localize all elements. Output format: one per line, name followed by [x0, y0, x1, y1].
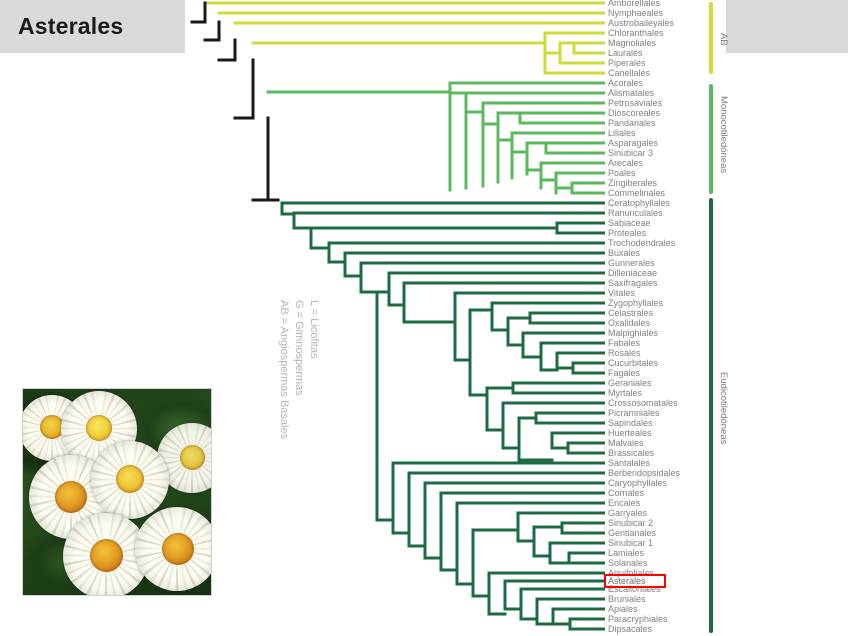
daisy-photograph [22, 388, 212, 596]
tip-label: Fabales [608, 338, 641, 348]
tip-label: Saxifragales [608, 278, 658, 288]
tip-label: Santalales [608, 458, 651, 468]
page-title: Asterales [18, 13, 124, 39]
tip-label: Gunnerales [608, 258, 655, 268]
tip-label: Dioscoreales [608, 108, 661, 118]
tip-label: Asterales [608, 576, 646, 586]
tip-label: Gentianales [608, 528, 657, 538]
asterales-highlight-box [604, 574, 666, 588]
tip-label: Apiales [608, 604, 638, 614]
tip-label: Sapindales [608, 418, 653, 428]
daisy-flower [135, 507, 211, 591]
tip-label: Acorales [608, 78, 644, 88]
tip-label: Poales [608, 168, 636, 178]
tip-label: Lamiales [608, 548, 645, 558]
legend-item-gimnospermas: G = Gimnospermas [293, 300, 305, 396]
tip-label: Geraniales [608, 378, 652, 388]
tip-label: Amborellales [608, 0, 661, 8]
clade-bar [709, 84, 713, 194]
tip-label: Aquifoliales [608, 568, 655, 578]
tip-label: Cornales [608, 488, 645, 498]
tip-label: Petrosaviales [608, 98, 663, 108]
tip-label: Oxalidales [608, 318, 651, 328]
tip-label: Nymphaeales [608, 8, 664, 18]
tip-label: Sinubicar 1 [608, 538, 654, 548]
tip-label: Paracryphiales [608, 614, 668, 624]
legend-item-licofitas: L = Licofitas [308, 300, 320, 359]
tip-label: Cucurbitales [608, 358, 659, 368]
clade-bar [709, 198, 713, 633]
clade-label: Eudicotiledóneas [718, 372, 729, 445]
tip-label: Brassicales [608, 448, 655, 458]
tip-label: Malpighiales [608, 328, 659, 338]
clade-bar [709, 2, 713, 74]
tip-label: Proteales [608, 228, 647, 238]
tip-label: Bruniales [608, 594, 646, 604]
tip-label: Vitales [608, 288, 635, 298]
clade-label: AB [718, 32, 729, 46]
daisy-flower [63, 513, 149, 595]
tip-label: Liliales [608, 128, 636, 138]
tip-label: Garryales [608, 508, 648, 518]
tip-label: Malvales [608, 438, 644, 448]
tip-label: Crossosomatales [608, 398, 678, 408]
tip-label: Ranunculales [608, 208, 663, 218]
tip-tick-marks [597, 1, 605, 631]
title-banner-left [0, 0, 185, 53]
daisy-flower [157, 423, 211, 493]
tip-label: Dilleniaceae [608, 268, 658, 278]
tip-label: Asparagales [608, 138, 659, 148]
tip-label: Alismatales [608, 88, 655, 98]
tip-label: Chloranthales [608, 28, 664, 38]
tip-label: Pandanales [608, 118, 656, 128]
tip-label: Ericales [608, 498, 641, 508]
tip-label: Austrobaileyales [608, 18, 675, 28]
tip-label: Sinubicar 3 [608, 148, 654, 158]
tip-label: Rosales [608, 348, 641, 358]
legend-item-angiospermas-basales: AB = Angiospermas Basales [278, 300, 290, 440]
tip-label: Solanales [608, 558, 648, 568]
tip-label: Escalloniales [608, 584, 661, 594]
tip-label: Zingiberales [608, 178, 658, 188]
clade-label: Monocotiledóneas [718, 95, 729, 173]
tip-label: Trochodendrales [608, 238, 676, 248]
daisy-flower [91, 441, 169, 519]
tip-label: Caryophyllales [608, 478, 668, 488]
tip-label: Arecales [608, 158, 644, 168]
tip-label: Myrtales [608, 388, 643, 398]
tip-label: Sinubicar 2 [608, 518, 654, 528]
title-banner-right [726, 0, 848, 53]
tip-label: Huerteales [608, 428, 652, 438]
tip-label: Ceratophyllales [608, 198, 671, 208]
tip-label: Picramniales [608, 408, 660, 418]
tree-branches [190, 1, 604, 631]
tip-label: Berberidopsidales [608, 468, 681, 478]
tip-label: Dipsacales [608, 624, 653, 634]
tip-label: Laurales [608, 48, 643, 58]
tip-label: Piperales [608, 58, 646, 68]
tip-label: Commelinales [608, 188, 666, 198]
tip-label: Celastrales [608, 308, 654, 318]
tip-label: Zygophyllales [608, 298, 664, 308]
tip-label: Sabiaceae [608, 218, 651, 228]
tip-label: Magnoliales [608, 38, 657, 48]
tip-label: Canellales [608, 68, 651, 78]
tip-label: Fagales [608, 368, 641, 378]
tip-label: Buxales [608, 248, 641, 258]
